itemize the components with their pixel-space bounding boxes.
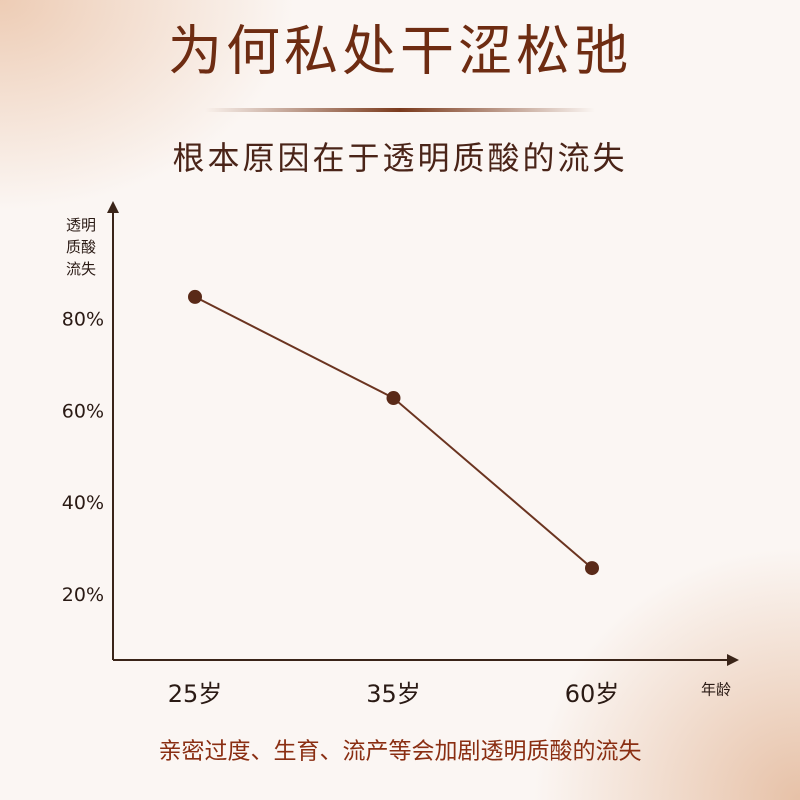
y-tick-label: 20%	[62, 584, 104, 606]
x-tick-label: 35岁	[366, 680, 421, 708]
x-tick-label: 60岁	[565, 680, 620, 708]
chart-subtitle: 根本原因在于透明质酸的流失	[172, 139, 627, 177]
y-axis-arrow	[107, 201, 119, 213]
footnote: 亲密过度、生育、流产等会加剧透明质酸的流失	[159, 739, 642, 765]
line	[194, 296, 593, 569]
y-tick-label: 60%	[62, 400, 104, 422]
point	[585, 561, 599, 576]
y-tick-label: 80%	[62, 308, 104, 330]
point	[386, 391, 401, 406]
y-axis-label: 透明质酸流失	[66, 216, 97, 278]
chart-title: 为何私处干涩松弛	[168, 20, 632, 83]
point	[188, 289, 202, 304]
x-tick-label: 25岁	[168, 680, 223, 708]
x-axis-label: 年龄	[701, 681, 731, 699]
y-tick-label: 40%	[62, 492, 104, 514]
x-axis-arrow	[727, 654, 739, 666]
title-rule	[205, 108, 595, 112]
